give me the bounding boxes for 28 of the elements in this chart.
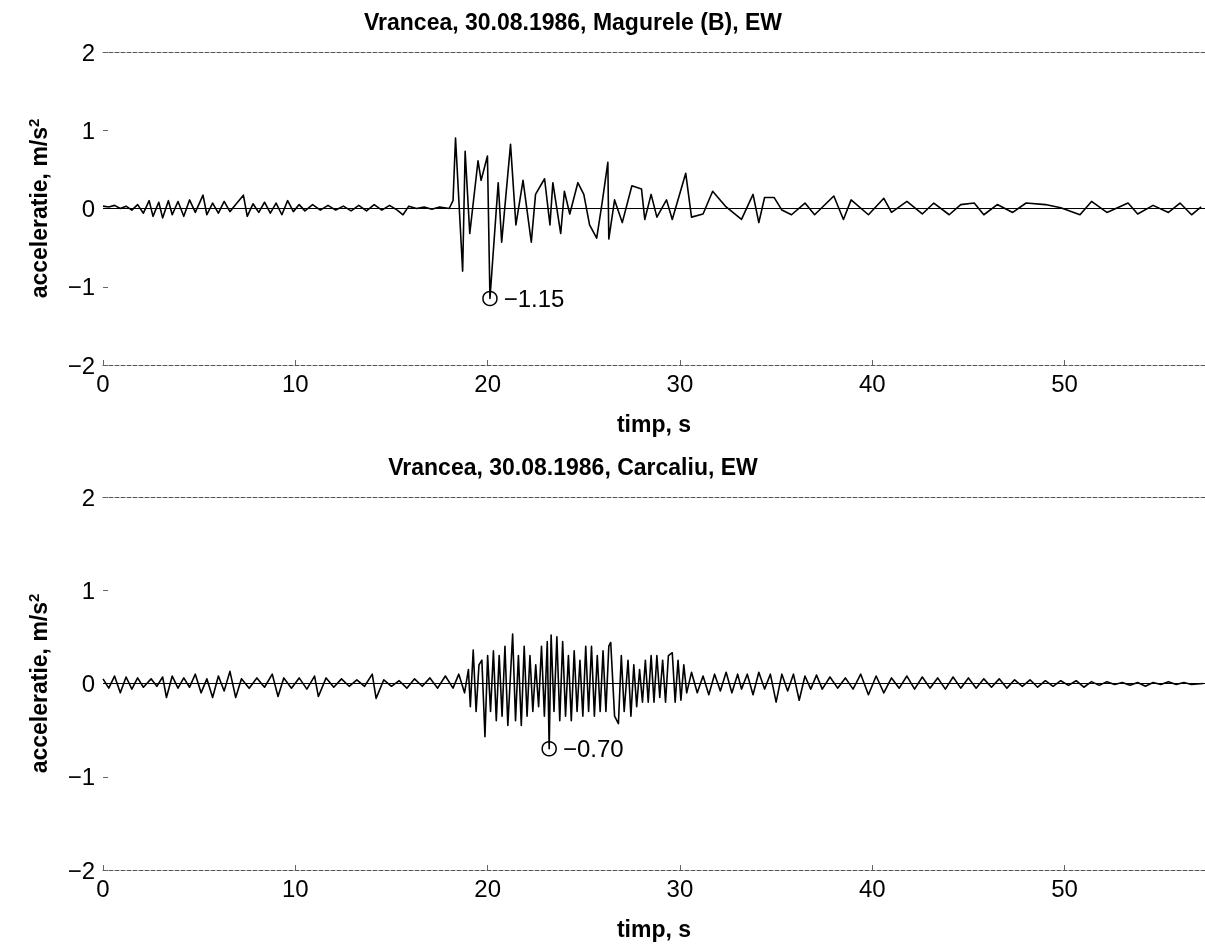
y-tick-label: 2 [81,38,95,66]
x-axis-title: timp, s [616,410,692,437]
annotation: −0.70 [562,735,624,763]
x-tick-label: 40 [858,874,886,902]
y-tick-label: −2 [67,856,95,884]
x-tick-label: 50 [1051,369,1078,397]
chart-title: Vrancea, 30.08.1986, Carcaliu, EW [388,453,759,480]
y-axis-title: acceleratie, m/s2 [25,593,52,774]
y-tick-label: 1 [81,576,95,604]
chart-title: Vrancea, 30.08.1986, Magurele (B), EW [363,8,783,35]
x-tick-label: 10 [281,369,309,397]
y-axis-title: acceleratie, m/s2 [25,118,52,299]
y-tick-label: −1 [67,273,95,301]
x-tick-label: 30 [666,369,694,397]
y-tick-label: 2 [81,483,95,511]
x-tick-label: 40 [858,369,886,397]
y-tick-label: 0 [81,670,95,697]
x-tick-label: 10 [281,874,309,902]
x-axis-title: timp, s [616,915,692,942]
y-tick-label: 0 [81,195,95,222]
annotation: −1.15 [503,284,565,312]
y-tick-label: 1 [81,116,95,144]
y-tick-label: −2 [67,351,95,379]
y-tick-label: −1 [67,763,95,791]
x-tick-label: 20 [474,369,501,397]
x-tick-label: 50 [1051,874,1078,902]
x-tick-label: 30 [666,874,694,902]
x-tick-label: 20 [474,874,501,902]
